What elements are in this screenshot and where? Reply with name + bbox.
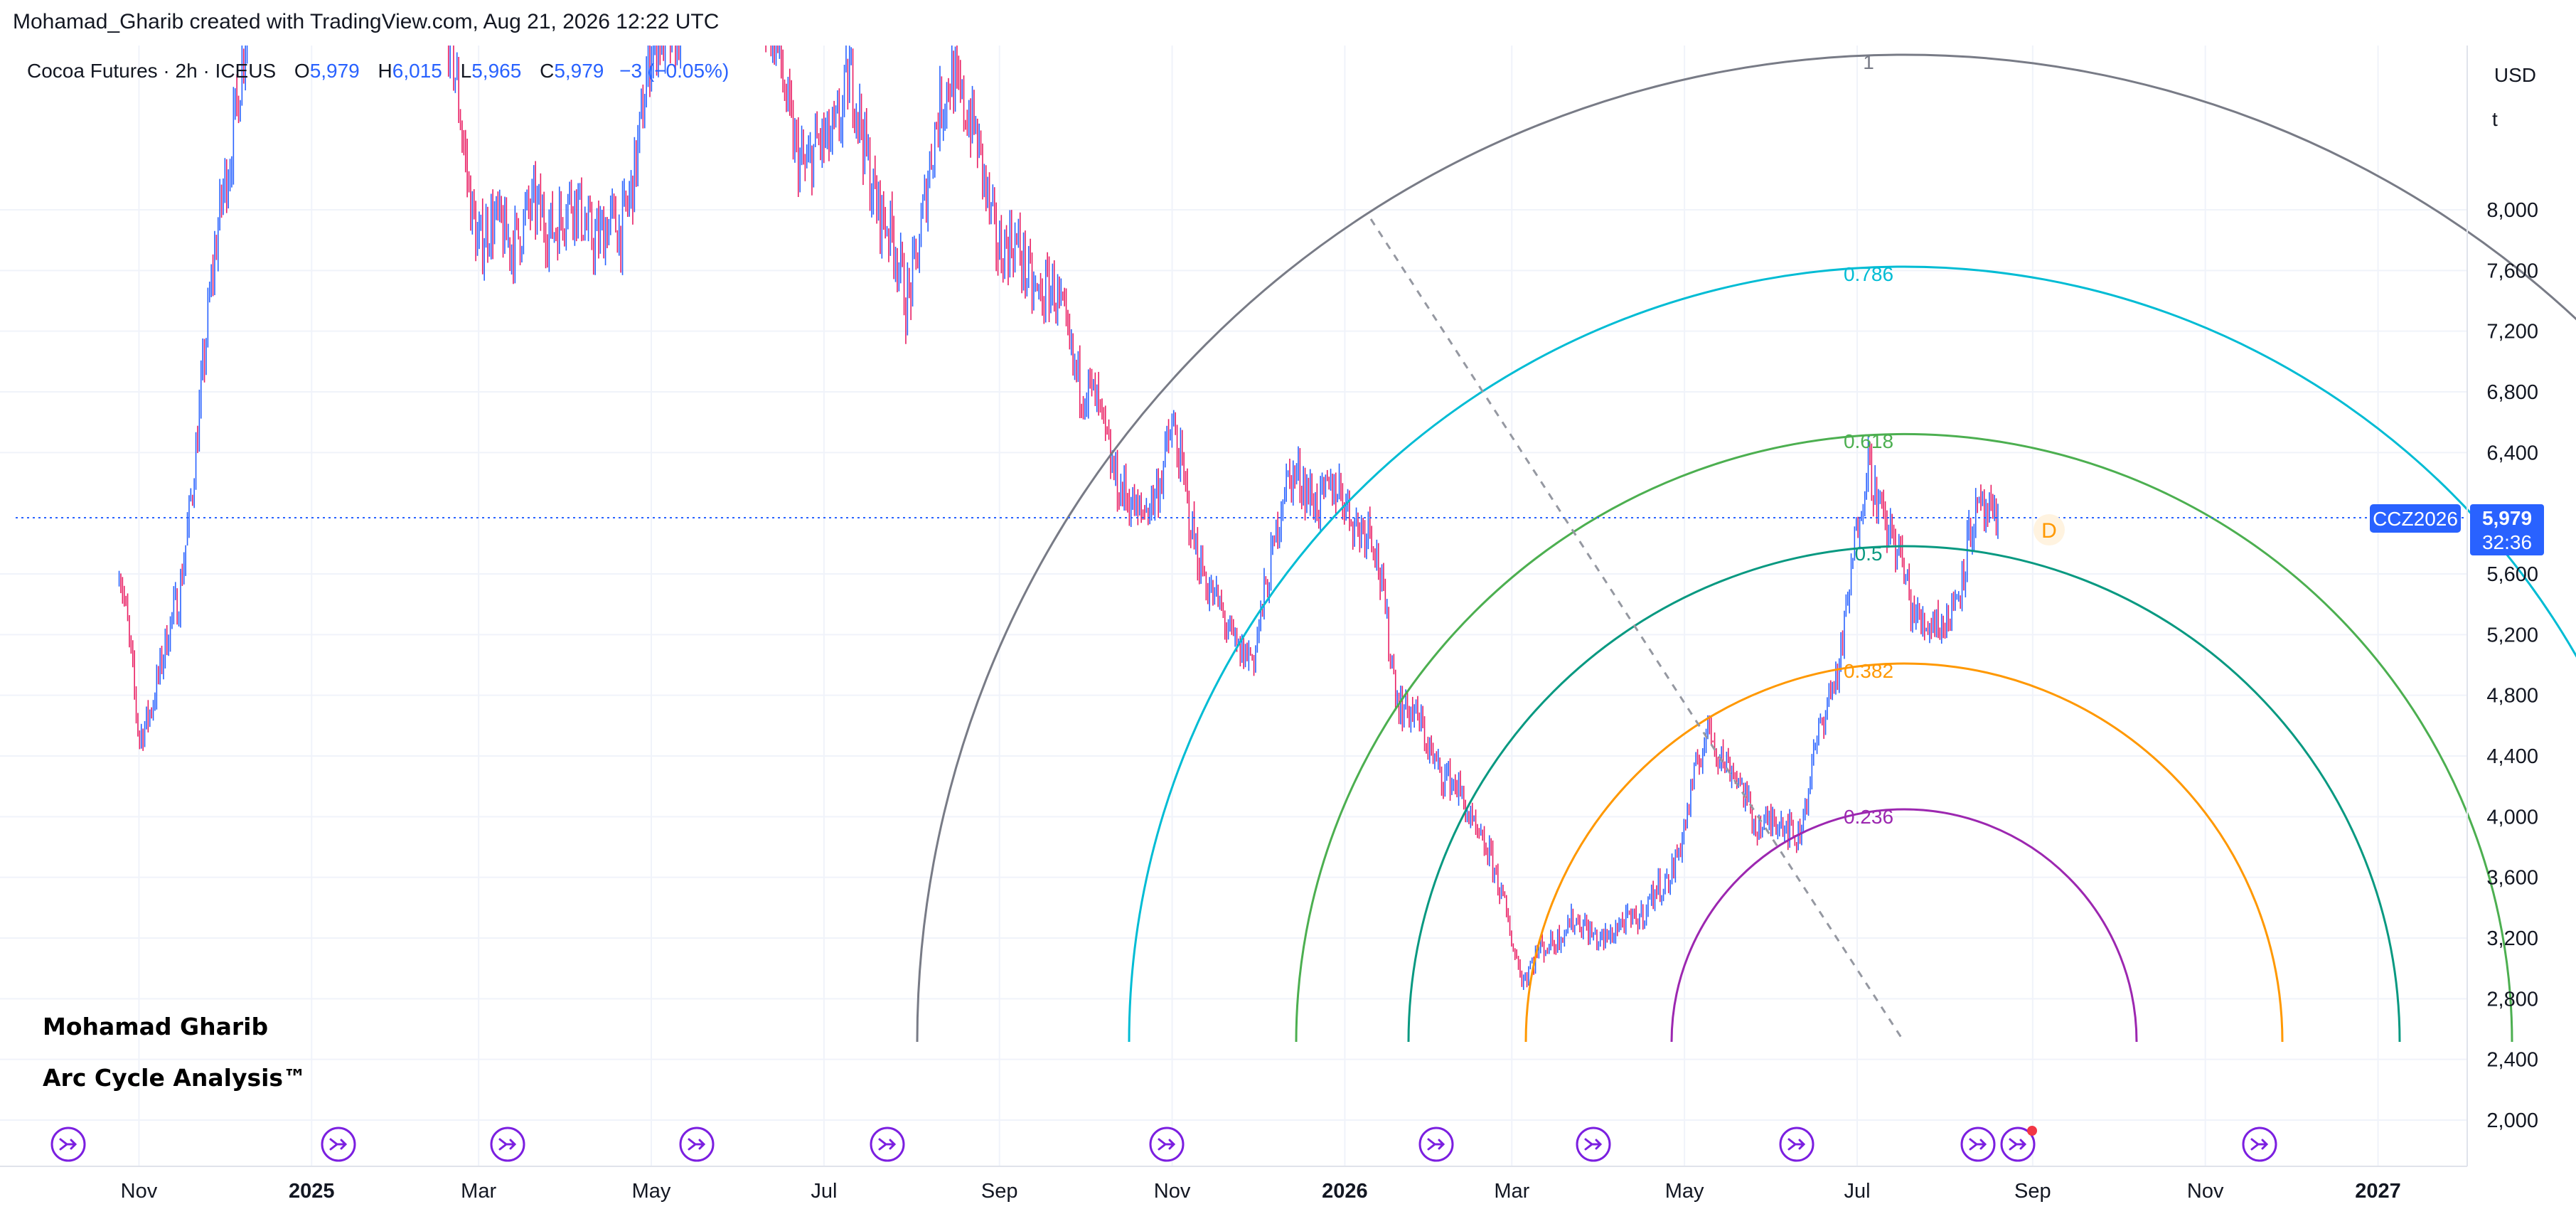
time-axis-ticks[interactable]: Nov 2025 Mar May Jul Sep Nov 2026 Mar May Jul Sep No… [121,1180,2401,1203]
time-tick-label: 2025 [289,1180,335,1203]
arrow-icon [1787,1138,1806,1151]
last-price-value: 5,979 [2482,507,2532,529]
fib-arc-label: 1 [1863,51,1874,73]
currency-selector[interactable]: USD [2494,64,2536,86]
fib-arcs[interactable]: 1 0.786 0.618 0.5 0.382 0.236 [916,51,2576,1043]
legend-low-label: L [460,60,472,82]
fib-arc-0.618 [1295,432,2513,1043]
arrow-icon [1584,1138,1603,1151]
attribution: Mohamad_Gharib created with TradingView.… [13,10,720,33]
arrow-icon [59,1138,78,1151]
fib-arc-label: 0.236 [1844,806,1893,828]
arrow-icon [2250,1138,2269,1151]
price-tick-label: 4,000 [2486,806,2538,829]
fib-arc-trend-line[interactable] [1369,218,1906,1043]
arrow-icon [1969,1138,1987,1151]
time-tick-label: Nov [1154,1180,1191,1203]
event-marker[interactable] [2242,1127,2277,1162]
arrow-icon [1427,1138,1445,1151]
candlestick-series [118,46,1999,990]
price-tick-label: 5,200 [2486,624,2538,646]
event-marker[interactable] [1418,1127,1454,1162]
symbol-tag: CCZ2026 [2370,504,2461,533]
price-tick-label: 5,600 [2486,563,2538,586]
bar-countdown: 32:36 [2482,531,2532,553]
time-tick-label: Mar [461,1180,496,1203]
time-tick-label: Sep [2014,1180,2051,1203]
fib-arc-0.5 [1407,545,2401,1043]
notification-dot [2027,1126,2037,1136]
time-tick-label: Jul [811,1180,837,1203]
price-tick-label: 2,800 [2486,988,2538,1011]
time-tick-label: 2027 [2355,1180,2401,1203]
symbol-legend[interactable]: Cocoa Futures · 2h · ICEUS O5,979 H6,015… [27,60,729,82]
time-tick-label: May [1665,1180,1704,1203]
legend-high: 6,015 [392,60,442,82]
fib-arc-label: 0.618 [1844,430,1893,452]
price-tick-label: 3,200 [2486,927,2538,950]
legend-low: 5,965 [471,60,522,82]
event-marker[interactable] [679,1127,715,1162]
event-marker[interactable] [321,1127,356,1162]
arrow-icon [329,1138,348,1151]
arrow-icon [688,1138,706,1151]
price-tick-label: 6,800 [2486,381,2538,404]
arrow-icon [2009,1138,2027,1151]
price-tick-label: 6,400 [2486,442,2538,464]
event-markers[interactable] [50,1126,2277,1162]
fib-arc-0.236 [1670,808,2138,1043]
price-axis-ticks[interactable]: 8,000 7,600 7,200 6,800 6,400 5,600 5,200 4,800… [2486,199,2538,1132]
legend-high-label: H [378,60,392,82]
event-marker[interactable] [1149,1127,1185,1162]
event-marker[interactable] [2000,1127,2036,1162]
fib-arc-label: 0.5 [1855,543,1883,565]
price-tick-label: 4,400 [2486,745,2538,768]
time-tick-label: Nov [2187,1180,2224,1203]
legend-open-label: O [294,60,310,82]
event-marker[interactable] [1960,1127,1996,1162]
price-tick-label: 7,600 [2486,260,2538,282]
legend-symbol[interactable]: Cocoa Futures · 2h · ICEUS [27,60,277,82]
title-note[interactable]: Arc Cycle Analysis™ [43,1064,307,1092]
price-tick-label: 2,400 [2486,1049,2538,1072]
time-tick-label: Sep [981,1180,1018,1203]
arrow-icon [498,1138,517,1151]
dividend-marker-label[interactable]: D [2041,519,2057,543]
price-tick-label: 3,600 [2486,867,2538,890]
price-tick-label: 8,000 [2486,199,2538,222]
time-tick-label: 2026 [1322,1180,1368,1203]
last-price-tag: 5,979 32:36 [2470,504,2544,555]
legend-close-label: C [540,60,555,82]
unit-label[interactable]: t [2492,108,2498,130]
fib-arc-label: 0.382 [1844,660,1893,682]
symbol-tag-text: CCZ2026 [2373,508,2458,530]
time-tick-label: Nov [121,1180,158,1203]
fib-arc-label: 0.786 [1844,263,1893,285]
fib-arc-0.382 [1524,662,2284,1043]
event-marker[interactable] [1576,1127,1611,1162]
event-marker[interactable] [490,1127,525,1162]
arrow-icon [1158,1138,1176,1151]
price-tick-label: 2,000 [2486,1109,2538,1132]
price-tick-label: 4,800 [2486,685,2538,708]
arrow-icon [878,1138,897,1151]
time-tick-label: Mar [1494,1180,1529,1203]
event-marker[interactable] [50,1127,86,1162]
time-tick-label: May [632,1180,671,1203]
price-tick-label: 7,200 [2486,321,2538,343]
legend-open: 5,979 [309,60,360,82]
time-tick-label: Jul [1844,1180,1870,1203]
author-note[interactable]: Mohamad Gharib [43,1013,269,1040]
fib-arc-0.786 [1128,265,2576,1043]
event-marker[interactable] [870,1127,905,1162]
chart-grid [0,46,2467,1166]
dividend-marker[interactable]: D [2033,514,2065,545]
event-marker[interactable] [1779,1127,1815,1162]
fib-arc-1 [916,53,2576,1043]
legend-close: 5,979 [554,60,604,82]
legend-change: −3 (−0.05%) [619,60,729,82]
